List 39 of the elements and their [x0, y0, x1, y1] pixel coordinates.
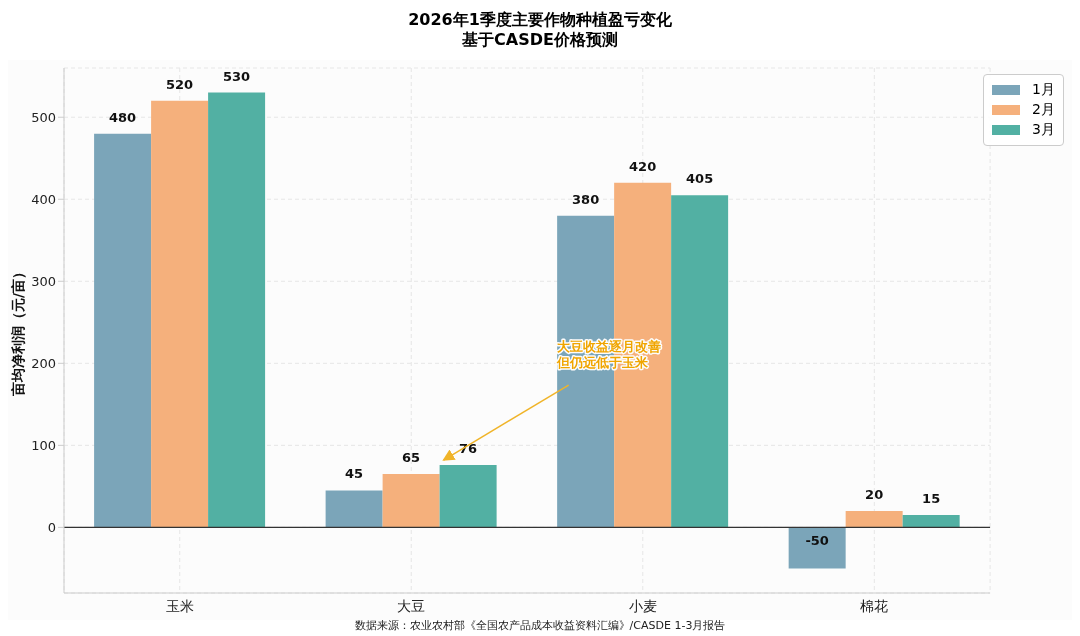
- bar: [208, 92, 266, 528]
- bar: [845, 510, 903, 528]
- data-label: 65: [402, 450, 421, 466]
- legend-label: 1月: [1032, 81, 1055, 99]
- x-tick-label: 小麦: [628, 597, 657, 614]
- legend-label: 2月: [1032, 101, 1055, 119]
- bar: [151, 100, 209, 528]
- bar: [382, 474, 440, 528]
- data-label: 530: [223, 68, 251, 84]
- data-label: 480: [109, 109, 137, 125]
- bar: [902, 515, 960, 528]
- bar: [325, 490, 383, 528]
- y-axis-title: 亩均净利润（元/亩）: [9, 264, 26, 398]
- data-label: 76: [459, 441, 478, 457]
- y-tick-label: 400: [31, 191, 56, 207]
- data-label: 420: [629, 158, 657, 174]
- y-tick-label: 200: [31, 355, 56, 371]
- data-label: 520: [166, 76, 194, 92]
- data-label: 20: [865, 486, 884, 502]
- y-tick-label: 100: [31, 437, 56, 453]
- data-label: 45: [345, 466, 364, 482]
- chart-title: 2026年1季度主要作物种植盈亏变化: [407, 10, 673, 30]
- data-label: -50: [805, 533, 829, 549]
- y-tick-label: 0: [47, 519, 56, 535]
- bar: [439, 465, 497, 528]
- bar: [788, 527, 846, 569]
- x-tick-label: 大豆: [397, 597, 426, 614]
- y-tick-label: 300: [31, 273, 56, 289]
- data-label: 15: [922, 491, 941, 507]
- y-tick-label: 500: [31, 109, 56, 125]
- data-label: 405: [686, 171, 714, 187]
- bar: [671, 195, 729, 528]
- legend-label: 3月: [1032, 121, 1055, 139]
- x-tick-label: 棉花: [860, 597, 889, 614]
- bar: [94, 133, 152, 528]
- source-note: 数据来源：农业农村部《全国农产品成本收益资料汇编》/CASDE 1-3月报告: [353, 618, 727, 633]
- data-label: 380: [572, 191, 600, 207]
- x-tick-label: 玉米: [165, 597, 194, 614]
- chart-subtitle: 基于CASDE价格预测: [461, 30, 619, 50]
